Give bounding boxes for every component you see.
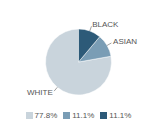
html-text:11.1%: 11.1% bbox=[72, 111, 95, 120]
svg-text:ASIAN: ASIAN bbox=[113, 37, 137, 46]
svg-text:WHITE: WHITE bbox=[27, 88, 53, 97]
html-text:77.8%: 77.8% bbox=[34, 111, 58, 120]
html-text:11.1%: 11.1% bbox=[109, 111, 132, 120]
svg-text:BLACK: BLACK bbox=[92, 20, 119, 29]
